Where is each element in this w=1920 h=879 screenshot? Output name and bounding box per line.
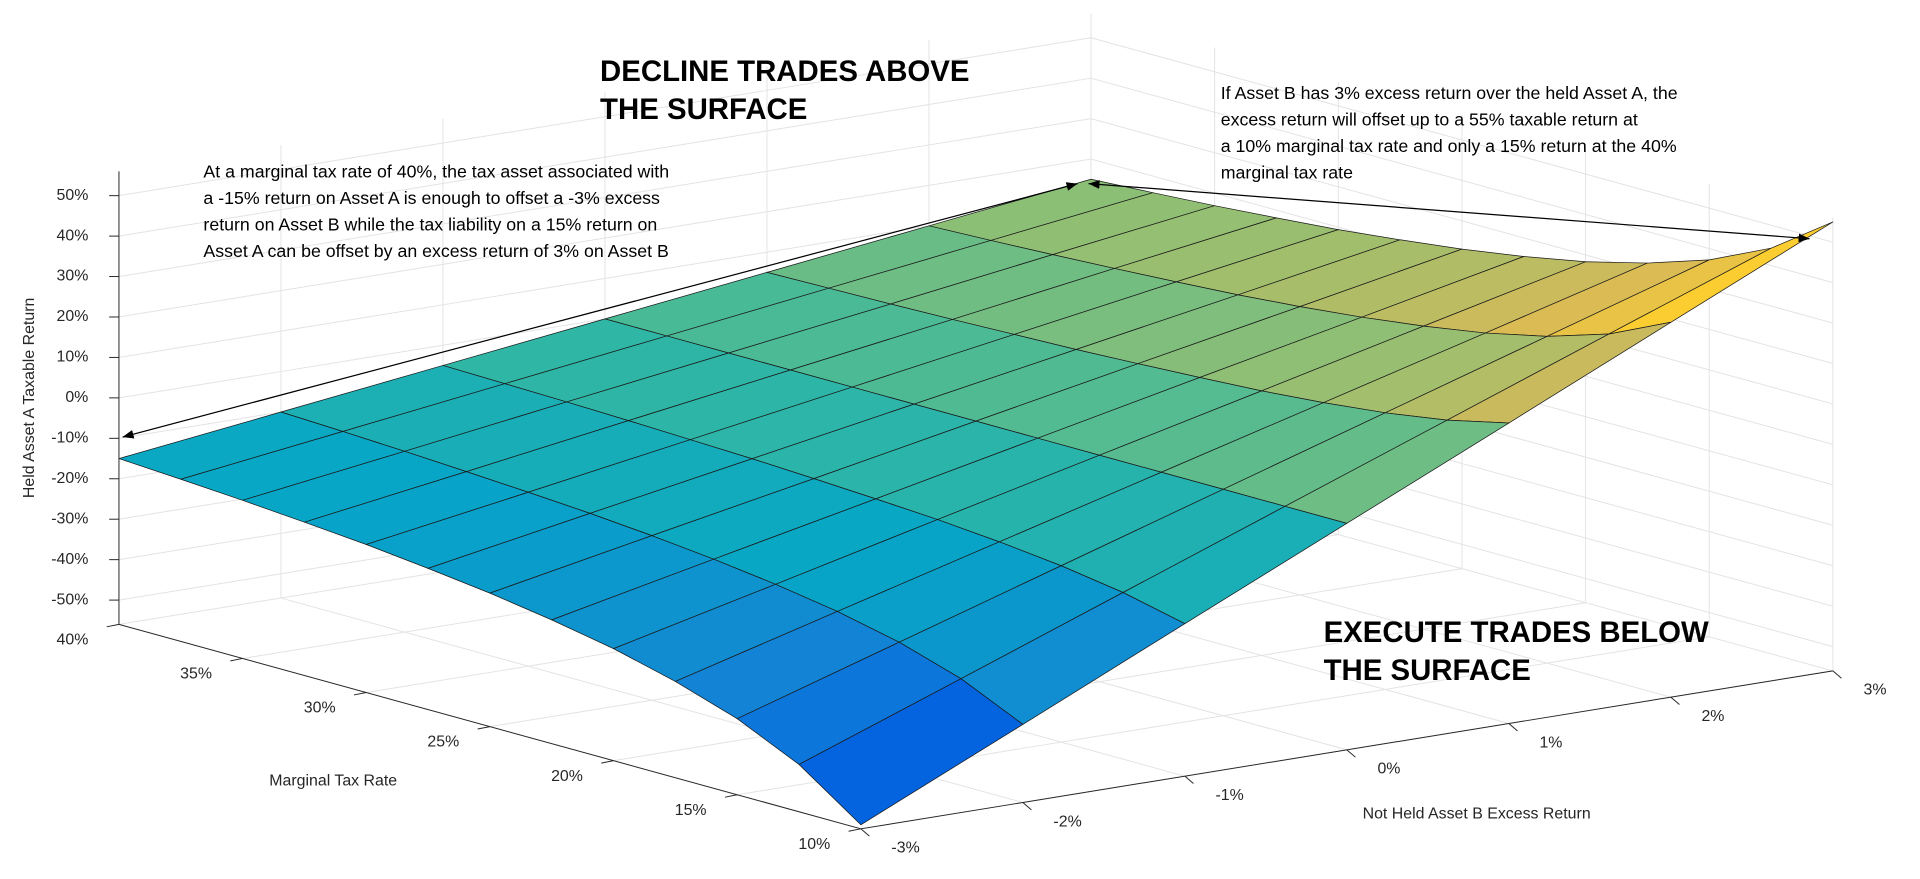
z-tick-label: 0% — [65, 389, 88, 406]
annotation: marginal tax rate — [1221, 163, 1353, 183]
tick-mark — [1670, 696, 1680, 705]
annotation: a 10% marginal tax rate and only a 15% r… — [1221, 136, 1677, 156]
tick-mark — [106, 623, 120, 628]
tick-mark — [724, 794, 738, 798]
tick-mark — [353, 692, 367, 696]
annotation: excess return will offset up to a 55% ta… — [1221, 110, 1638, 130]
x-tick-label: -2% — [1053, 813, 1081, 830]
tick-mark — [848, 828, 861, 832]
surface — [118, 178, 1834, 826]
annotation: EXECUTE TRADES BELOW — [1324, 616, 1709, 649]
x-tick-label: 1% — [1539, 734, 1562, 751]
y-tick-label: 20% — [551, 768, 583, 785]
z-tick-label: 20% — [57, 308, 89, 325]
y-tick-label: 30% — [304, 700, 336, 717]
z-tick-label: -50% — [51, 591, 88, 608]
y-tick-label: 10% — [798, 836, 830, 853]
arrow — [1088, 180, 1810, 243]
z-axis-label: Held Asset A Taxable Return — [21, 298, 38, 498]
tick-mark — [860, 828, 870, 837]
z-tick-label: -20% — [51, 470, 88, 487]
x-tick-label: -3% — [891, 840, 919, 857]
x-tick-label: -1% — [1215, 787, 1243, 804]
x-axis-label: Not Held Asset B Excess Return — [1363, 805, 1591, 822]
tick-mark — [477, 726, 490, 730]
z-tick-label: -40% — [51, 551, 88, 568]
annotation: At a marginal tax rate of 40%, the tax a… — [203, 161, 669, 181]
annotation: Asset A can be offset by an excess retur… — [203, 241, 668, 261]
z-tick-label: -30% — [51, 510, 88, 527]
tick-mark — [1508, 723, 1518, 732]
tick-mark — [1184, 775, 1194, 784]
z-tick-label: 40% — [57, 227, 89, 244]
surface-face — [798, 678, 1024, 826]
tick-mark — [230, 657, 243, 662]
y-tick-label: 15% — [675, 802, 707, 819]
y-tick-label: 25% — [427, 734, 459, 751]
annotation: DECLINE TRADES ABOVE — [600, 55, 969, 88]
annotation: If Asset B has 3% excess return over the… — [1221, 83, 1678, 103]
x-tick-label: 2% — [1701, 708, 1724, 725]
annotation: THE SURFACE — [600, 93, 807, 126]
z-tick-label: 10% — [57, 349, 89, 366]
annotation: THE SURFACE — [1324, 654, 1531, 687]
z-tick-label: -10% — [51, 430, 88, 447]
z-tick-label: 50% — [57, 187, 89, 204]
tick-mark — [1832, 670, 1842, 679]
x-tick-label: 0% — [1377, 761, 1400, 778]
annotation: a -15% return on Asset A is enough to of… — [203, 188, 660, 208]
axes: -50% -40% -30% -20% -10% 0% 10% 20% 30% 40% 50% 10%… — [51, 171, 1886, 857]
tick-mark — [1346, 749, 1356, 758]
arrow — [122, 182, 1078, 439]
z-tick-label: 30% — [57, 268, 89, 285]
y-tick-label: 40% — [57, 631, 89, 648]
tick-mark — [601, 760, 614, 764]
y-tick-label: 35% — [180, 666, 212, 683]
x-tick-label: 3% — [1863, 682, 1886, 699]
annotation: return on Asset B while the tax liabilit… — [203, 214, 657, 234]
y-axis-label: Marginal Tax Rate — [269, 772, 397, 789]
tick-mark — [1022, 802, 1032, 811]
